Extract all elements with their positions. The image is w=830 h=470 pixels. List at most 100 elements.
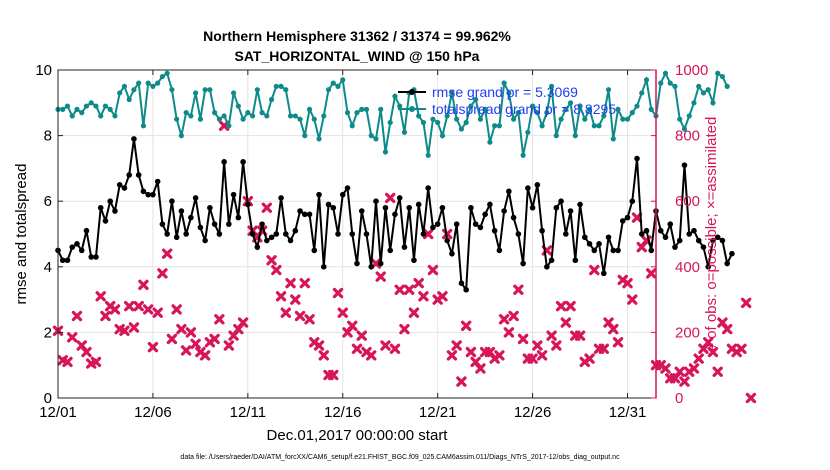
legend-entry: rmse grand pr = 5.3069 xyxy=(398,84,578,100)
obs-marker-stroke xyxy=(707,346,719,358)
obs-marker xyxy=(62,356,73,368)
obs-marker-stroke xyxy=(484,346,496,358)
rmse-point xyxy=(287,237,294,244)
rmse-point xyxy=(672,244,678,250)
obs-marker-stroke xyxy=(100,310,111,322)
y-tick-label-right: 800 xyxy=(675,128,700,145)
rmse-point xyxy=(259,221,265,227)
rmse-point xyxy=(112,208,118,214)
totalspread-point xyxy=(563,106,569,112)
totalspread-point xyxy=(643,77,650,83)
obs-marker xyxy=(456,376,467,387)
totalspread-point xyxy=(254,87,260,93)
rmse-point xyxy=(325,201,332,208)
obs-marker-stroke xyxy=(721,323,733,335)
rmse-point xyxy=(681,162,688,168)
obs-marker xyxy=(612,337,624,348)
rmse-point xyxy=(254,244,261,250)
obs-marker xyxy=(422,228,434,240)
rmse-point xyxy=(657,227,664,234)
totalspread-point xyxy=(591,123,597,129)
totalspread-point xyxy=(283,87,289,93)
rmse-point xyxy=(273,231,280,237)
legend-marker xyxy=(409,106,415,112)
totalspread-point xyxy=(515,110,521,116)
x-tick-label: 12/06 xyxy=(134,404,172,421)
obs-marker xyxy=(271,264,282,276)
totalspread-point xyxy=(520,152,526,158)
obs-marker-stroke xyxy=(736,343,747,354)
obs-marker xyxy=(707,346,719,358)
y-tick-label-right: 200 xyxy=(675,324,700,341)
obs-marker xyxy=(498,314,510,325)
obs-marker xyxy=(646,268,657,279)
obs-marker xyxy=(294,310,306,322)
rmse-point xyxy=(596,241,602,247)
totalspread-point xyxy=(159,73,166,80)
totalspread-point xyxy=(93,103,99,109)
rmse-point xyxy=(316,191,322,198)
totalspread-point xyxy=(354,110,360,116)
obs-marker xyxy=(631,212,643,223)
totalspread-point xyxy=(178,133,184,139)
totalspread-point xyxy=(624,116,631,122)
totalspread-point xyxy=(330,80,336,86)
totalspread-point xyxy=(83,103,90,109)
obs-marker xyxy=(560,317,572,328)
totalspread-point xyxy=(468,103,474,109)
totalspread-point xyxy=(392,93,398,99)
totalspread-point xyxy=(700,90,707,96)
obs-marker xyxy=(584,353,595,364)
data-file-footer: data file: /Users/raeder/DAI/ATM_forcXX/… xyxy=(180,454,620,461)
totalspread-point xyxy=(259,110,265,116)
legend-label: rmse grand pr = 5.3069 xyxy=(432,84,578,100)
totalspread-point xyxy=(349,123,355,129)
obs-marker-stroke xyxy=(318,350,329,361)
rmse-point xyxy=(449,250,455,257)
rmse-point xyxy=(245,201,251,208)
y-tick-label-left: 0 xyxy=(44,390,52,407)
obs-marker-stroke xyxy=(133,300,144,312)
rmse-point xyxy=(548,257,555,264)
rmse-point xyxy=(121,185,128,191)
obs-marker-stroke xyxy=(503,327,515,338)
obs-marker xyxy=(413,278,424,289)
totalspread-point xyxy=(705,87,711,93)
totalspread-point xyxy=(620,116,626,122)
totalspread-point xyxy=(677,116,683,122)
rmse-point xyxy=(183,231,189,237)
obs-marker-stroke xyxy=(285,278,296,289)
rmse-point xyxy=(330,204,337,211)
totalspread-point xyxy=(444,113,450,119)
totalspread-point xyxy=(292,113,298,119)
totalspread-point xyxy=(155,80,161,86)
rmse-point xyxy=(553,204,560,211)
obs-marker-stroke xyxy=(180,345,192,356)
obs-marker-stroke xyxy=(513,284,524,295)
obs-marker-stroke xyxy=(266,255,277,266)
obs-marker xyxy=(465,346,477,358)
obs-marker-stroke xyxy=(498,314,510,325)
rmse-point xyxy=(477,224,484,231)
rmse-point xyxy=(724,260,730,267)
totalspread-point xyxy=(64,103,71,109)
obs-marker xyxy=(356,330,367,341)
obs-marker-stroke xyxy=(380,340,391,351)
obs-marker xyxy=(437,291,448,302)
totalspread-point xyxy=(278,83,284,89)
obs-marker-stroke xyxy=(138,279,149,291)
obs-marker-stroke xyxy=(109,304,121,315)
rmse-point xyxy=(487,201,493,208)
obs-marker-stroke xyxy=(332,287,344,299)
obs-marker-stroke xyxy=(313,340,325,351)
totalspread-point xyxy=(539,123,545,129)
totalspread-point xyxy=(88,100,94,106)
rmse-point xyxy=(638,231,645,237)
obs-marker xyxy=(161,248,173,259)
rmse-point xyxy=(382,204,389,211)
rmse-point xyxy=(586,241,593,247)
rmse-point xyxy=(349,231,356,237)
obs-marker xyxy=(508,310,519,322)
rmse-point xyxy=(140,188,147,195)
rmse-point xyxy=(74,241,80,247)
